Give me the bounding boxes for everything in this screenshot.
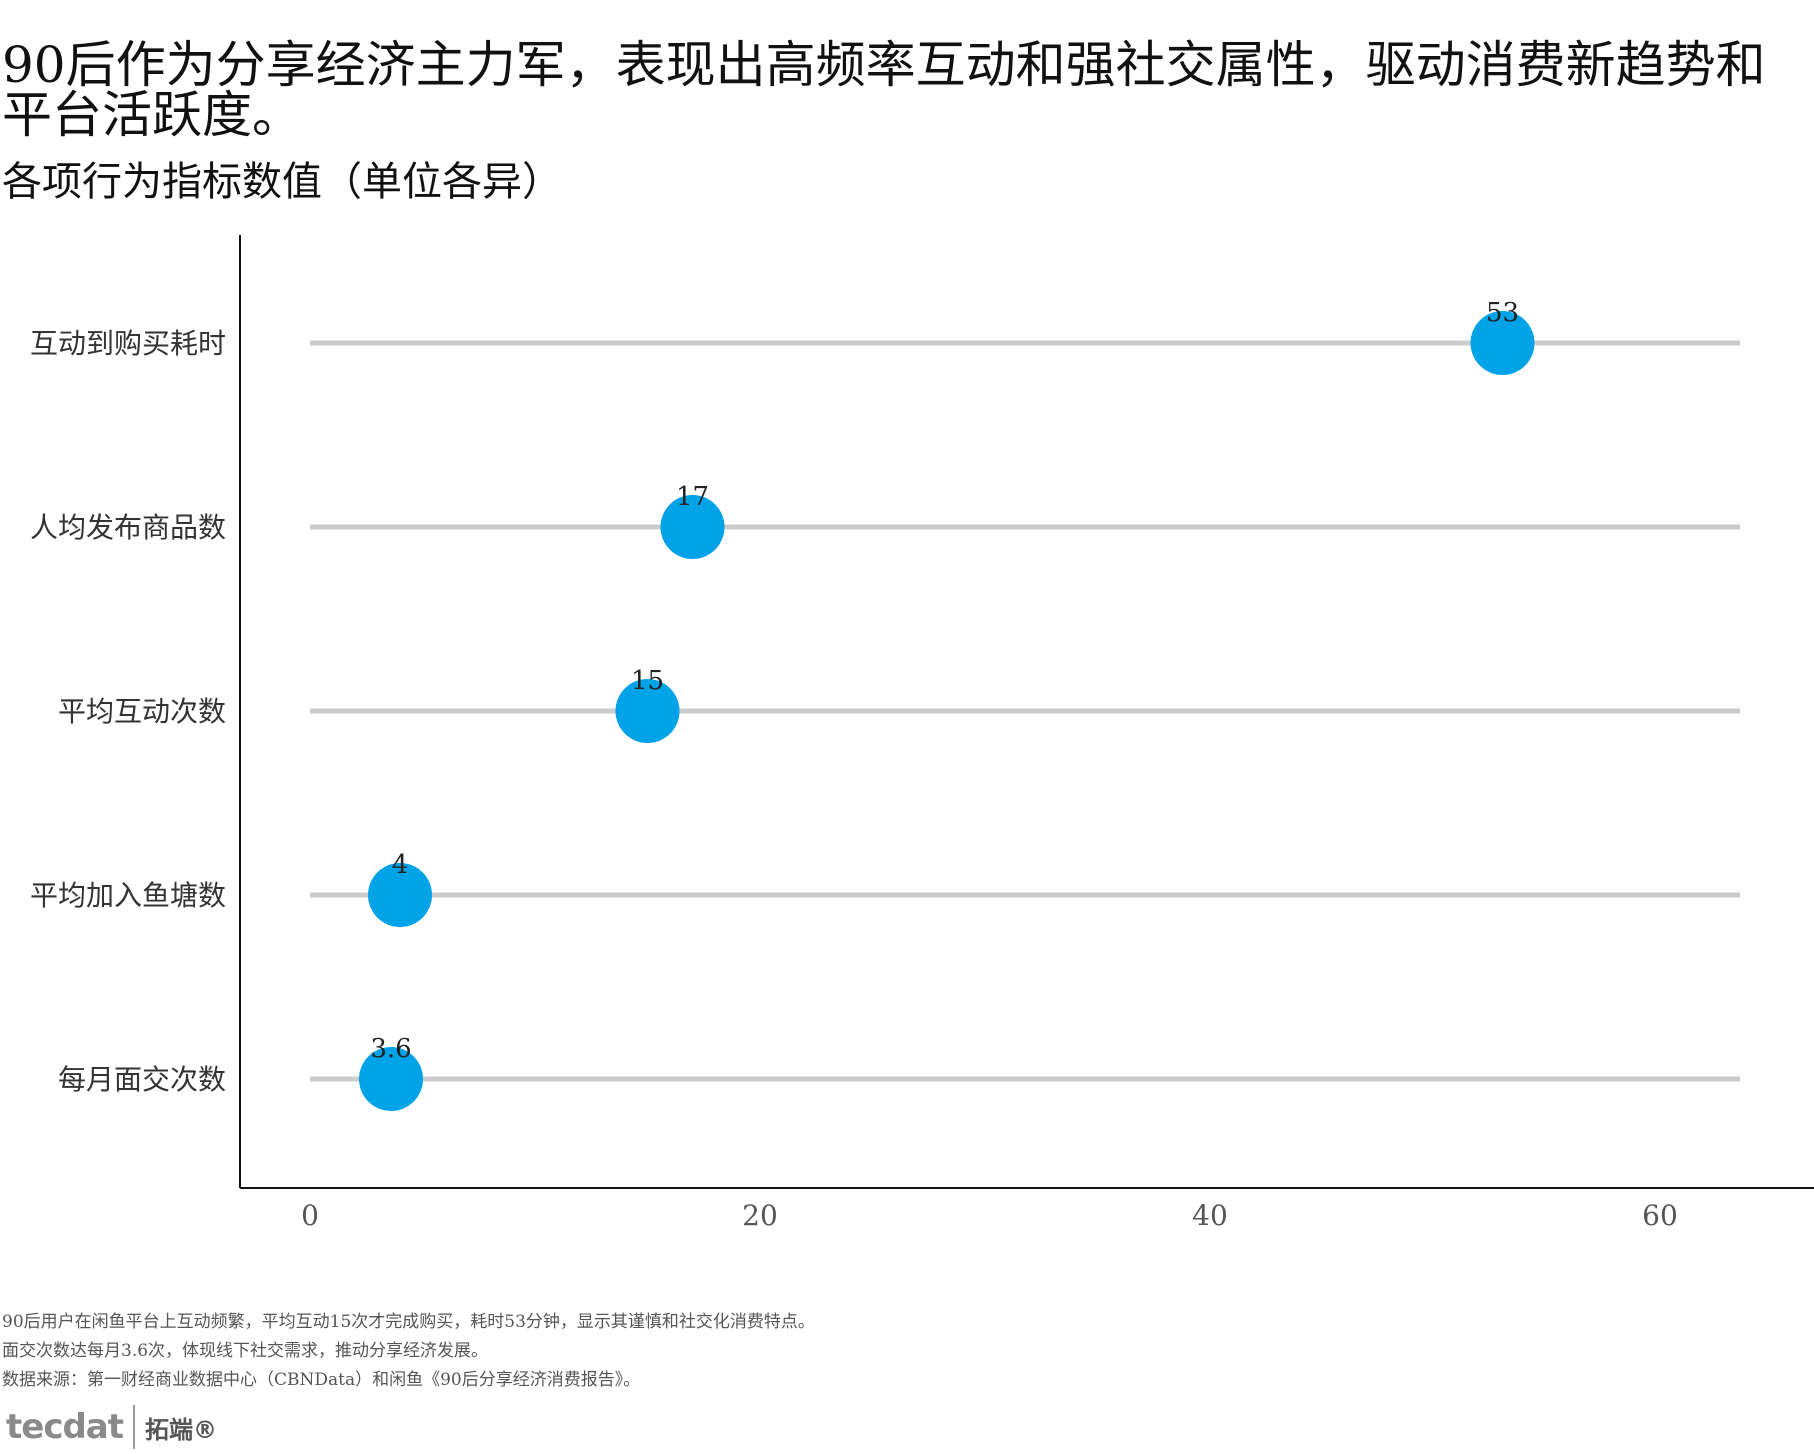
data-label: 17	[676, 482, 709, 512]
category-label: 平均互动次数	[58, 695, 226, 728]
category-label: 平均加入鱼塘数	[30, 879, 226, 912]
chart-title: 90后作为分享经济主力军，表现出高频率互动和强社交属性，驱动消费新趋势和平台活跃…	[2, 36, 1766, 144]
lollipop-dot	[368, 863, 432, 927]
brand-logo: tecdat 拓端®	[6, 1400, 217, 1454]
logo-divider	[133, 1405, 136, 1449]
footnote-line-1: 90后用户在闲鱼平台上互动频繁，平均互动15次才完成购买，耗时53分钟，显示其谨…	[2, 1312, 815, 1332]
lollipop-dot	[615, 679, 680, 743]
footnote-line-2: 面交次数达每月3.6次，体现线下社交需求，推动分享经济发展。	[2, 1341, 489, 1361]
lollipop-dot	[1470, 311, 1535, 375]
x-tick-label: 20	[742, 1199, 778, 1232]
chart-subtitle: 各项行为指标数值（单位各异）	[2, 159, 562, 205]
data-label: 53	[1486, 298, 1519, 328]
footnotes: 90后用户在闲鱼平台上互动频繁，平均互动15次才完成购买，耗时53分钟，显示其谨…	[2, 1308, 815, 1395]
lollipop-dot	[660, 495, 725, 559]
data-label: 3.6	[370, 1034, 411, 1064]
data-label: 4	[392, 850, 409, 880]
category-label: 人均发布商品数	[30, 511, 226, 544]
footnote-line-3: 数据来源：第一财经商业数据中心（CBNData）和闲鱼《90后分享经济消费报告》…	[2, 1370, 641, 1390]
data-label: 15	[631, 666, 664, 696]
lollipop-dot	[359, 1047, 423, 1111]
x-tick-label: 0	[301, 1199, 319, 1232]
logo-cn-text: 拓端®	[145, 1415, 218, 1444]
category-label: 互动到购买耗时	[30, 327, 226, 360]
logo-text: tecdat	[6, 1407, 124, 1447]
category-label: 每月面交次数	[58, 1063, 226, 1096]
x-tick-label: 40	[1192, 1199, 1228, 1232]
x-tick-label: 60	[1642, 1199, 1678, 1232]
